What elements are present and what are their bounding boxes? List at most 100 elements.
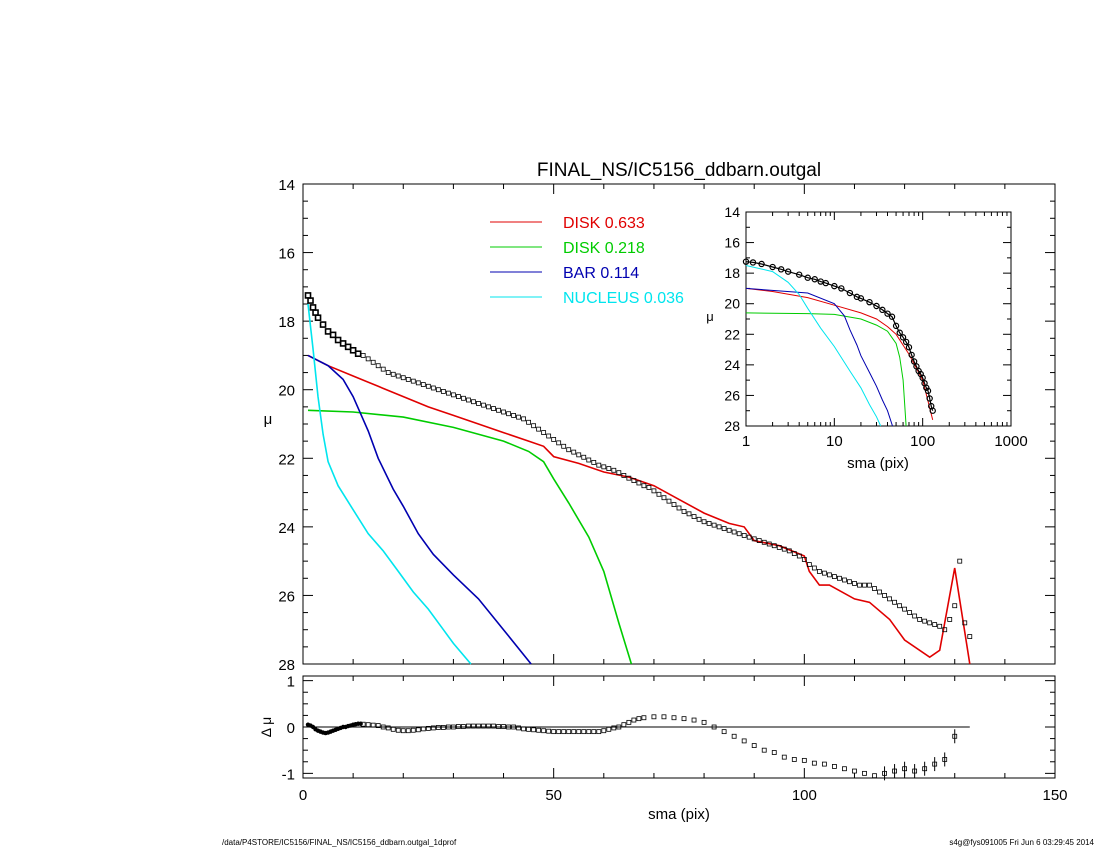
- x-tick-label: 10: [826, 433, 843, 450]
- data-point: [811, 565, 817, 571]
- data-point: [691, 514, 697, 519]
- data-point: [385, 725, 391, 731]
- data-point: [846, 289, 854, 297]
- data-point: [516, 414, 521, 420]
- data-point: [380, 724, 386, 730]
- data-point: [551, 437, 557, 442]
- y-tick-label: 14: [724, 204, 740, 220]
- data-point: [586, 457, 592, 463]
- residual-ticks: [302, 676, 1056, 778]
- data-point: [324, 328, 332, 335]
- data-point: [611, 725, 617, 731]
- series-line-disk-0: [307, 354, 971, 665]
- x-tick-label: 100: [792, 787, 817, 804]
- data-point: [370, 722, 376, 728]
- data-point: [942, 757, 948, 762]
- data-point: [435, 387, 441, 393]
- data-point: [862, 770, 867, 776]
- data-point: [910, 358, 918, 365]
- data-point: [591, 729, 597, 735]
- data-point: [312, 309, 319, 316]
- legend-label: BAR 0.114: [563, 265, 639, 282]
- residual-series: [305, 714, 970, 781]
- data-point: [556, 729, 562, 735]
- residual-plot: 0 50 100 150 -101 sma (pix) Δ μ: [258, 674, 1068, 823]
- data-point: [425, 383, 431, 389]
- data-point: [716, 524, 722, 530]
- data-point: [501, 724, 506, 729]
- legend: DISK 0.633 DISK 0.218 BAR 0.114 NUCLEUS 0.0…: [490, 215, 684, 307]
- y-tick-label: 20: [278, 383, 295, 400]
- data-point: [516, 725, 521, 731]
- data-point: [430, 385, 436, 391]
- data-point: [461, 724, 466, 729]
- data-point: [531, 423, 537, 429]
- data-point: [927, 620, 933, 626]
- data-point: [425, 725, 431, 731]
- data-point: [329, 331, 337, 339]
- data-point: [681, 716, 687, 722]
- residual-y-tick-labels: -1 0 1: [282, 674, 295, 784]
- data-point: [852, 768, 857, 774]
- y-tick-label: 18: [278, 314, 295, 331]
- data-point: [365, 722, 371, 728]
- y-tick-label: 16: [278, 246, 295, 263]
- data-point: [751, 536, 757, 542]
- data-point: [339, 340, 347, 347]
- residual-y-axis-label: Δ μ: [258, 717, 274, 738]
- inset-series-line-bar-2: [745, 287, 893, 427]
- data-point: [666, 498, 672, 504]
- data-point: [877, 589, 882, 595]
- data-point: [456, 724, 461, 729]
- data-point: [882, 770, 887, 776]
- data-point: [496, 724, 501, 729]
- data-point: [746, 534, 752, 540]
- series-line-bar-2: [307, 354, 532, 665]
- data-point: [360, 721, 366, 727]
- data-point: [847, 579, 852, 585]
- data-point: [706, 521, 712, 526]
- data-point: [686, 511, 692, 517]
- data-point: [380, 366, 386, 372]
- data-point: [736, 531, 742, 537]
- data-line: [745, 261, 934, 411]
- data-point: [641, 483, 647, 489]
- series-line-nucleus-3: [307, 303, 472, 665]
- data-point: [866, 298, 873, 306]
- data-point: [917, 617, 923, 622]
- data-point: [912, 613, 918, 619]
- data-point: [892, 768, 897, 774]
- data-point: [521, 416, 526, 422]
- data-point: [606, 726, 612, 732]
- data-point: [937, 623, 943, 629]
- data-point: [882, 593, 887, 598]
- legend-label: DISK 0.633: [563, 215, 645, 232]
- data-point: [641, 715, 647, 721]
- data-point: [370, 359, 376, 365]
- data-point: [791, 551, 797, 556]
- y-tick-label: 14: [278, 177, 295, 194]
- data-point: [541, 728, 547, 734]
- data-point: [571, 449, 577, 455]
- data-point: [656, 491, 662, 497]
- data-point: [879, 306, 886, 314]
- data-point: [721, 729, 727, 735]
- footer-file-path: /data/P4STORE/IC5156/FINAL_NS/IC5156_ddb…: [222, 838, 457, 847]
- y-tick-label: 26: [724, 387, 740, 403]
- data-point: [405, 377, 411, 382]
- data-point: [636, 716, 642, 722]
- data-point: [922, 766, 928, 772]
- data-point: [415, 380, 421, 386]
- data-point: [651, 488, 657, 494]
- data-point: [872, 586, 877, 591]
- x-tick-label: 0: [299, 787, 307, 804]
- x-tick-label: 100: [910, 433, 935, 450]
- data-point: [932, 761, 938, 767]
- main-plot: FINAL_NS/IC5156_ddbarn.outgal 14 16 18 20 22…: [264, 160, 1056, 674]
- data-point: [887, 596, 892, 602]
- data-point: [711, 724, 717, 730]
- data-point: [786, 548, 792, 554]
- data-point: [721, 526, 727, 531]
- data-point: [897, 603, 902, 609]
